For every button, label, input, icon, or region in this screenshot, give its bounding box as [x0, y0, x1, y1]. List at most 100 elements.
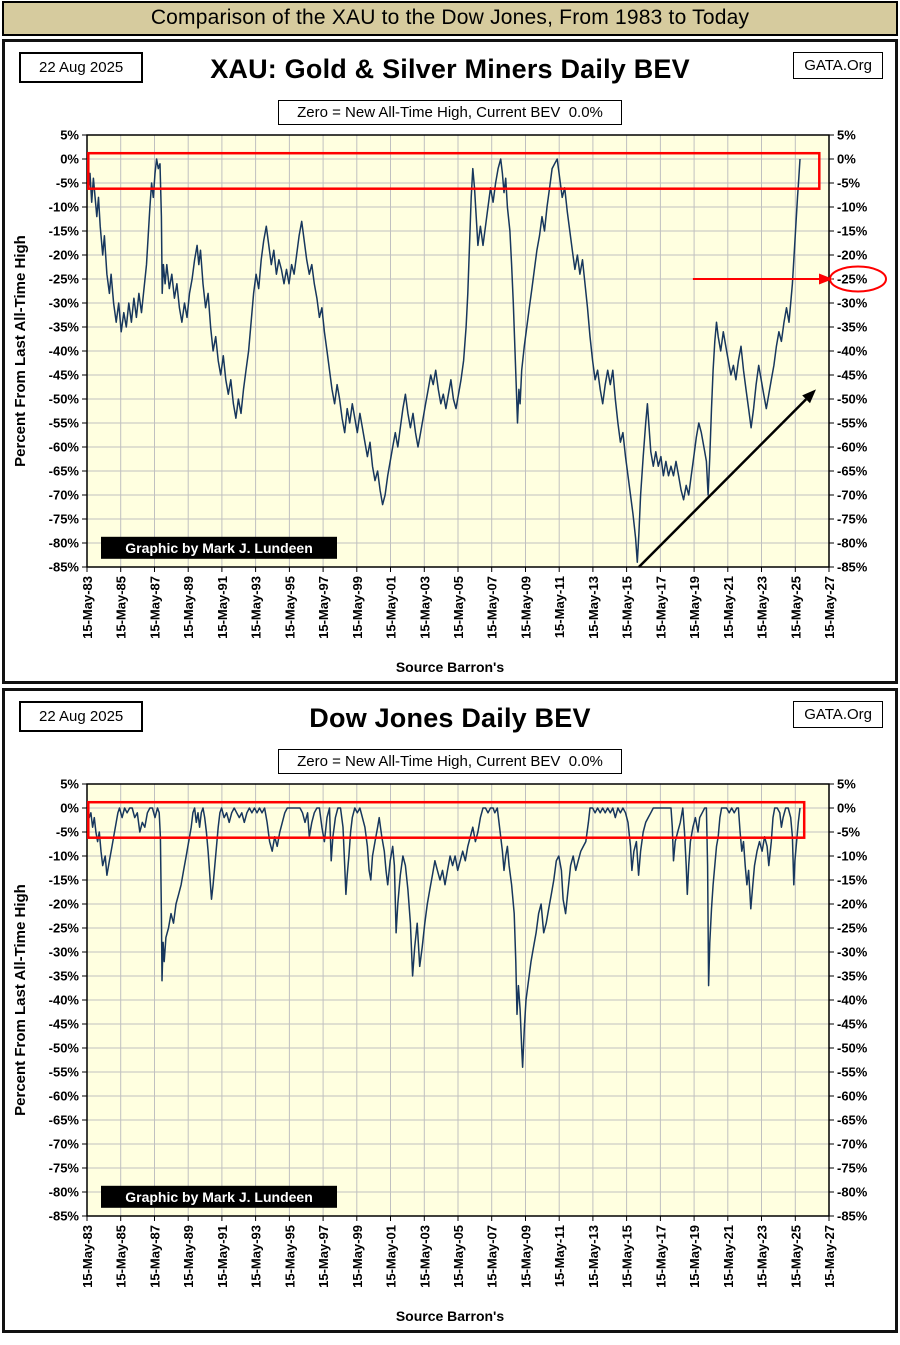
x-axis-tick-labels: 15-May-83 15-May-85 15-May-87 15-May-89 15-M…: [80, 567, 837, 639]
plot-border: [86, 783, 830, 1217]
svg-text:5%: 5%: [837, 128, 856, 143]
svg-text:-40%: -40%: [837, 993, 868, 1008]
dow-bev-chart: 15-May-83 15-May-85 15-May-87 15-May-89 15-M…: [12, 777, 868, 1288]
svg-text:-65%: -65%: [49, 464, 80, 479]
svg-text:-40%: -40%: [837, 344, 868, 359]
svg-text:15-May-23: 15-May-23: [755, 576, 770, 639]
svg-text:-55%: -55%: [49, 416, 80, 431]
plot-border: [86, 134, 830, 568]
svg-text:-60%: -60%: [837, 440, 868, 455]
dow-subtitle-row: Zero = New All-Time High, Current BEV 0.…: [5, 749, 895, 774]
svg-text:-55%: -55%: [837, 1065, 868, 1080]
svg-text:-60%: -60%: [49, 1089, 80, 1104]
svg-text:-30%: -30%: [837, 945, 868, 960]
svg-text:-25%: -25%: [837, 272, 868, 287]
dow-chart-panel: 22 Aug 2025 Dow Jones Daily BEV GATA.Org…: [2, 688, 898, 1333]
svg-text:15-May-03: 15-May-03: [417, 576, 432, 639]
svg-text:15-May-99: 15-May-99: [350, 1225, 365, 1288]
svg-text:15-May-01: 15-May-01: [384, 1225, 399, 1288]
gata-org-label: GATA.Org: [793, 52, 883, 79]
svg-text:15-May-93: 15-May-93: [249, 1225, 264, 1288]
svg-text:-85%: -85%: [49, 1209, 80, 1224]
date-label: 22 Aug 2025: [19, 701, 144, 732]
svg-text:15-May-83: 15-May-83: [80, 576, 95, 639]
svg-text:-35%: -35%: [49, 320, 80, 335]
svg-text:15-May-13: 15-May-13: [586, 1225, 601, 1288]
svg-text:15-May-17: 15-May-17: [653, 1225, 668, 1288]
svg-text:15-May-95: 15-May-95: [282, 576, 297, 639]
svg-text:15-May-07: 15-May-07: [485, 576, 500, 639]
svg-text:-60%: -60%: [49, 440, 80, 455]
svg-text:-5%: -5%: [837, 825, 861, 840]
bev-line-series: [86, 807, 801, 1068]
svg-text:-15%: -15%: [49, 224, 80, 239]
svg-text:15-May-89: 15-May-89: [181, 576, 196, 639]
svg-text:-65%: -65%: [837, 464, 868, 479]
svg-text:15-May-89: 15-May-89: [181, 1225, 196, 1288]
svg-text:-25%: -25%: [49, 921, 80, 936]
svg-text:-15%: -15%: [837, 224, 868, 239]
svg-text:5%: 5%: [60, 777, 79, 792]
svg-text:15-May-91: 15-May-91: [215, 1225, 230, 1288]
xau-subtitle-row: Zero = New All-Time High, Current BEV 0.…: [5, 100, 895, 125]
y-axis-title: Percent From Last All-Time High: [12, 235, 29, 467]
svg-text:15-May-27: 15-May-27: [822, 576, 837, 639]
date-label: 22 Aug 2025: [19, 52, 144, 83]
svg-text:-50%: -50%: [837, 392, 868, 407]
red-circle-minus-25-label: [829, 265, 887, 293]
svg-text:15-May-97: 15-May-97: [316, 1225, 331, 1288]
svg-text:0%: 0%: [837, 801, 856, 816]
svg-text:15-May-85: 15-May-85: [114, 1225, 129, 1288]
svg-text:15-May-11: 15-May-11: [552, 576, 567, 638]
svg-text:-5%: -5%: [837, 176, 861, 191]
svg-text:-80%: -80%: [837, 1185, 868, 1200]
xau-bev-chart: 15-May-83 15-May-85 15-May-87 15-May-89 15-M…: [12, 128, 887, 639]
svg-text:15-May-25: 15-May-25: [788, 576, 803, 639]
svg-text:-30%: -30%: [49, 296, 80, 311]
xau-chart-panel: 22 Aug 2025 XAU: Gold & Silver Miners Da…: [2, 39, 898, 684]
svg-text:15-May-13: 15-May-13: [586, 576, 601, 639]
svg-text:-15%: -15%: [49, 873, 80, 888]
svg-text:-75%: -75%: [49, 512, 80, 527]
dow-chart-subtitle: Zero = New All-Time High, Current BEV 0.…: [278, 749, 622, 774]
svg-text:-10%: -10%: [837, 200, 868, 215]
svg-text:-10%: -10%: [49, 200, 80, 215]
svg-text:-85%: -85%: [49, 560, 80, 575]
page-banner-title: Comparison of the XAU to the Dow Jones, …: [2, 1, 898, 36]
svg-text:15-May-83: 15-May-83: [80, 1225, 95, 1288]
svg-text:15-May-93: 15-May-93: [249, 576, 264, 639]
dow-chart-title: Dow Jones Daily BEV: [309, 703, 591, 733]
svg-text:-85%: -85%: [837, 560, 868, 575]
red-arrow-to-minus-25-label: [692, 273, 833, 285]
svg-text:15-May-23: 15-May-23: [755, 1225, 770, 1288]
svg-text:-40%: -40%: [49, 344, 80, 359]
svg-text:15-May-09: 15-May-09: [519, 576, 534, 639]
svg-text:-10%: -10%: [837, 849, 868, 864]
svg-text:15-May-15: 15-May-15: [620, 1225, 635, 1288]
svg-text:15-May-07: 15-May-07: [485, 1225, 500, 1288]
svg-text:15-May-85: 15-May-85: [114, 576, 129, 639]
svg-text:15-May-05: 15-May-05: [451, 576, 466, 639]
xau-source-label: Source Barron's: [395, 659, 505, 675]
svg-text:-25%: -25%: [49, 272, 80, 287]
svg-text:0%: 0%: [837, 152, 856, 167]
svg-text:-35%: -35%: [49, 969, 80, 984]
black-uptrend-arrow: [638, 389, 816, 568]
gridlines: [86, 134, 830, 568]
y-axis-tick-labels: 5% 5% 0% 0% -5% -5% -10% -10% -15% -15% -20% -20% -2…: [49, 777, 868, 1224]
svg-text:15-May-99: 15-May-99: [350, 576, 365, 639]
x-axis-tick-labels: 15-May-83 15-May-85 15-May-87 15-May-89 15-M…: [80, 1216, 837, 1288]
dow-source-label: Source Barron's: [395, 1308, 505, 1324]
svg-text:-45%: -45%: [49, 1017, 80, 1032]
svg-text:15-May-03: 15-May-03: [417, 1225, 432, 1288]
svg-text:15-May-91: 15-May-91: [215, 576, 230, 639]
svg-text:-70%: -70%: [49, 488, 80, 503]
svg-text:-10%: -10%: [49, 849, 80, 864]
svg-text:-40%: -40%: [49, 993, 80, 1008]
bev-line-series: [86, 158, 801, 563]
svg-text:-65%: -65%: [837, 1113, 868, 1128]
svg-text:-30%: -30%: [49, 945, 80, 960]
svg-text:15-May-95: 15-May-95: [282, 1225, 297, 1288]
svg-text:-75%: -75%: [837, 512, 868, 527]
svg-text:-60%: -60%: [837, 1089, 868, 1104]
